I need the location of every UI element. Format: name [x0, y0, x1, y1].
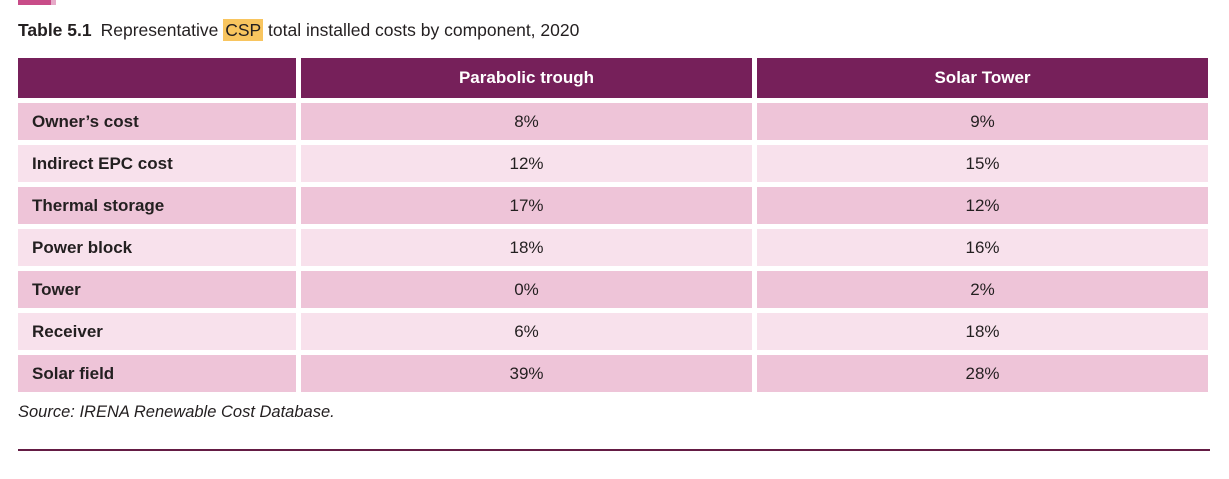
- bottom-rule: [18, 449, 1210, 451]
- csp-cost-table: Parabolic trough Solar Tower Owner’s cos…: [18, 58, 1208, 392]
- cell-owners-cost-tower: 9%: [757, 103, 1208, 140]
- cell-indirect-epc-tower: 15%: [757, 145, 1208, 182]
- cell-power-block-tower: 16%: [757, 229, 1208, 266]
- cell-receiver-parabolic: 6%: [301, 313, 752, 350]
- cell-receiver-tower: 18%: [757, 313, 1208, 350]
- row-label-indirect-epc-cost: Indirect EPC cost: [18, 145, 296, 182]
- cell-tower-tower: 2%: [757, 271, 1208, 308]
- header-cell-parabolic-trough: Parabolic trough: [301, 58, 752, 98]
- title-highlight-csp: CSP: [223, 19, 264, 41]
- cell-owners-cost-parabolic: 8%: [301, 103, 752, 140]
- cell-thermal-storage-tower: 12%: [757, 187, 1208, 224]
- row-label-thermal-storage: Thermal storage: [18, 187, 296, 224]
- row-label-power-block: Power block: [18, 229, 296, 266]
- title-text-after-highlight: total installed costs by component, 2020: [263, 20, 580, 40]
- cell-power-block-parabolic: 18%: [301, 229, 752, 266]
- source-note: Source: IRENA Renewable Cost Database.: [18, 403, 335, 421]
- row-label-tower: Tower: [18, 271, 296, 308]
- table-title: Table 5.1 Representative CSP total instal…: [18, 18, 579, 42]
- header-cell-solar-tower: Solar Tower: [757, 58, 1208, 98]
- page-top-accent-bar: [18, 0, 56, 5]
- row-label-solar-field: Solar field: [18, 355, 296, 392]
- table-number: Table 5.1: [18, 20, 92, 40]
- cell-thermal-storage-parabolic: 17%: [301, 187, 752, 224]
- cell-indirect-epc-parabolic: 12%: [301, 145, 752, 182]
- title-text-before-highlight: Representative: [100, 20, 224, 40]
- header-cell-component: [18, 58, 296, 98]
- cell-solar-field-parabolic: 39%: [301, 355, 752, 392]
- row-label-receiver: Receiver: [18, 313, 296, 350]
- accent-bar-tip: [51, 0, 56, 5]
- cell-tower-parabolic: 0%: [301, 271, 752, 308]
- row-label-owners-cost: Owner’s cost: [18, 103, 296, 140]
- cell-solar-field-tower: 28%: [757, 355, 1208, 392]
